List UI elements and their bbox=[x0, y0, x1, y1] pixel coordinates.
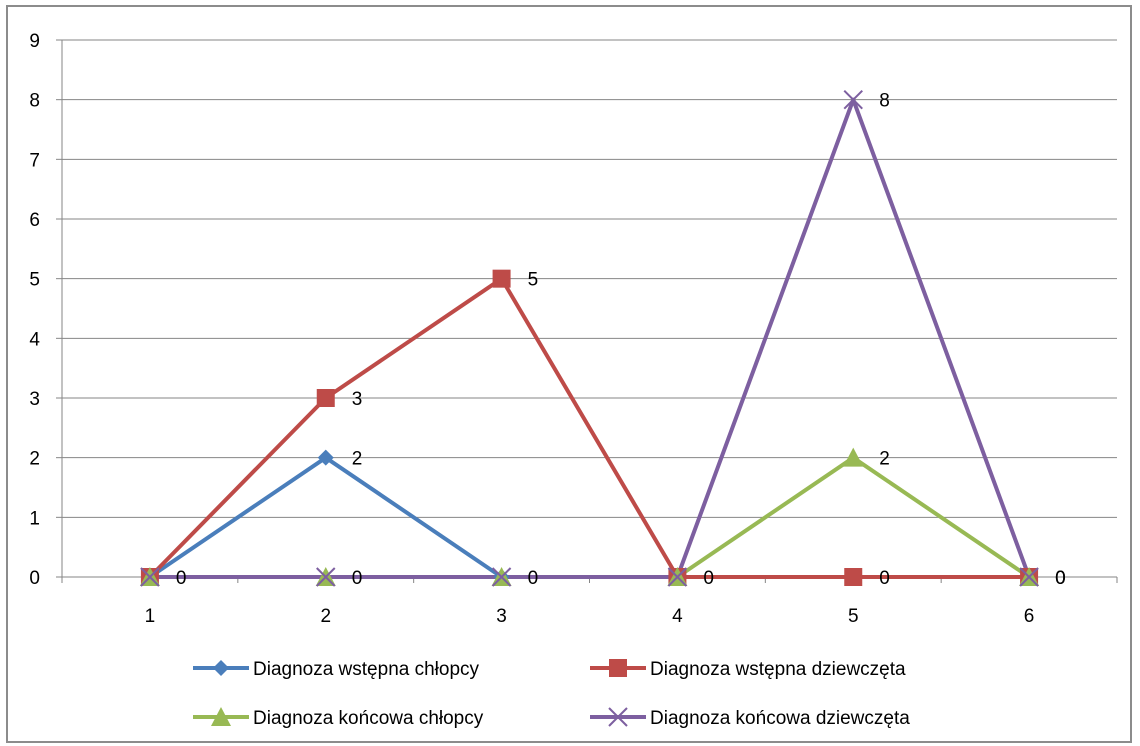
legend-marker bbox=[608, 707, 628, 727]
y-tick-label: 2 bbox=[29, 449, 40, 470]
legend-marker bbox=[609, 659, 627, 677]
series-4-point-stroke bbox=[316, 567, 336, 587]
data-label: 2 bbox=[352, 449, 363, 470]
series-4-point bbox=[316, 567, 336, 587]
series-4-point bbox=[491, 567, 512, 587]
data-label: 2 bbox=[879, 449, 890, 470]
series-4-point-stroke bbox=[843, 89, 863, 110]
x-tick-label: 6 bbox=[1024, 606, 1035, 627]
data-label: 0 bbox=[528, 568, 539, 589]
y-tick-label: 1 bbox=[29, 508, 40, 529]
series-2-point bbox=[492, 269, 511, 288]
legend-item-2: Diagnoza wstępna dziewczęta bbox=[590, 659, 906, 680]
y-tick-label: 5 bbox=[29, 270, 40, 291]
x-axis-ticks: 1 2 3 4 5 6 bbox=[145, 606, 1035, 627]
legend-marker bbox=[213, 660, 229, 676]
data-label: 0 bbox=[1055, 568, 1066, 589]
data-label: 0 bbox=[879, 568, 890, 589]
series-3-point bbox=[843, 447, 864, 467]
series-4-point-stroke bbox=[140, 567, 160, 587]
y-tick-label: 0 bbox=[29, 568, 40, 589]
series-4-point-stroke bbox=[1019, 567, 1039, 587]
y-tick-label: 4 bbox=[29, 329, 40, 350]
series-2-point bbox=[844, 568, 863, 586]
chart-frame bbox=[6, 5, 1132, 743]
data-label: 0 bbox=[703, 568, 714, 589]
legend-item-4: Diagnoza końcowa dziewczęta bbox=[590, 707, 910, 729]
series-markers bbox=[139, 89, 1040, 587]
series-line-4 bbox=[149, 97, 1031, 579]
gridlines bbox=[62, 39, 1117, 518]
series-lines bbox=[148, 97, 1031, 579]
series-4-point bbox=[1019, 567, 1039, 587]
x-tick-label: 1 bbox=[145, 606, 156, 627]
series-line-2 bbox=[148, 276, 1030, 579]
legend: Diagnoza wstępna chłopcy Diagnoza wstępna… bbox=[193, 659, 910, 729]
y-tick-label: 6 bbox=[29, 210, 40, 231]
y-tick-label: 8 bbox=[29, 91, 40, 112]
axes bbox=[56, 39, 1118, 583]
legend-marker-stroke bbox=[608, 707, 628, 727]
y-tick-label: 9 bbox=[29, 31, 40, 52]
series-2-point bbox=[316, 389, 335, 407]
y-tick-label: 7 bbox=[29, 150, 40, 171]
y-axis-ticks: 0 1 2 3 4 5 6 7 8 9 bbox=[29, 31, 40, 589]
data-label: 0 bbox=[1055, 568, 1066, 589]
series-4-point-stroke bbox=[491, 567, 512, 587]
legend-label: Diagnoza wstępna dziewczęta bbox=[650, 659, 906, 680]
x-tick-label: 5 bbox=[848, 606, 859, 627]
data-label: 0 bbox=[352, 568, 363, 589]
y-tick-label: 3 bbox=[29, 389, 40, 410]
legend-item-1: Diagnoza wstępna chłopcy bbox=[193, 659, 480, 680]
x-tick-label: 2 bbox=[320, 606, 331, 627]
series-4-point bbox=[667, 567, 688, 587]
series-1-point bbox=[317, 449, 334, 466]
data-label: 5 bbox=[528, 270, 539, 291]
data-label: 8 bbox=[879, 91, 890, 112]
x-tick-label: 4 bbox=[672, 606, 683, 627]
legend-item-3: Diagnoza końcowa chłopcy bbox=[193, 707, 484, 729]
legend-label: Diagnoza końcowa chłopcy bbox=[253, 708, 484, 729]
data-label: 3 bbox=[352, 389, 363, 410]
data-label: 0 bbox=[176, 568, 187, 589]
legend-marker bbox=[211, 707, 231, 726]
legend-label: Diagnoza wstępna chłopcy bbox=[253, 659, 480, 680]
series-4-point bbox=[843, 89, 863, 110]
legend-label: Diagnoza końcowa dziewczęta bbox=[650, 708, 910, 729]
series-4-point-stroke bbox=[667, 567, 688, 587]
series-4-point bbox=[140, 567, 160, 587]
x-tick-label: 3 bbox=[496, 606, 507, 627]
